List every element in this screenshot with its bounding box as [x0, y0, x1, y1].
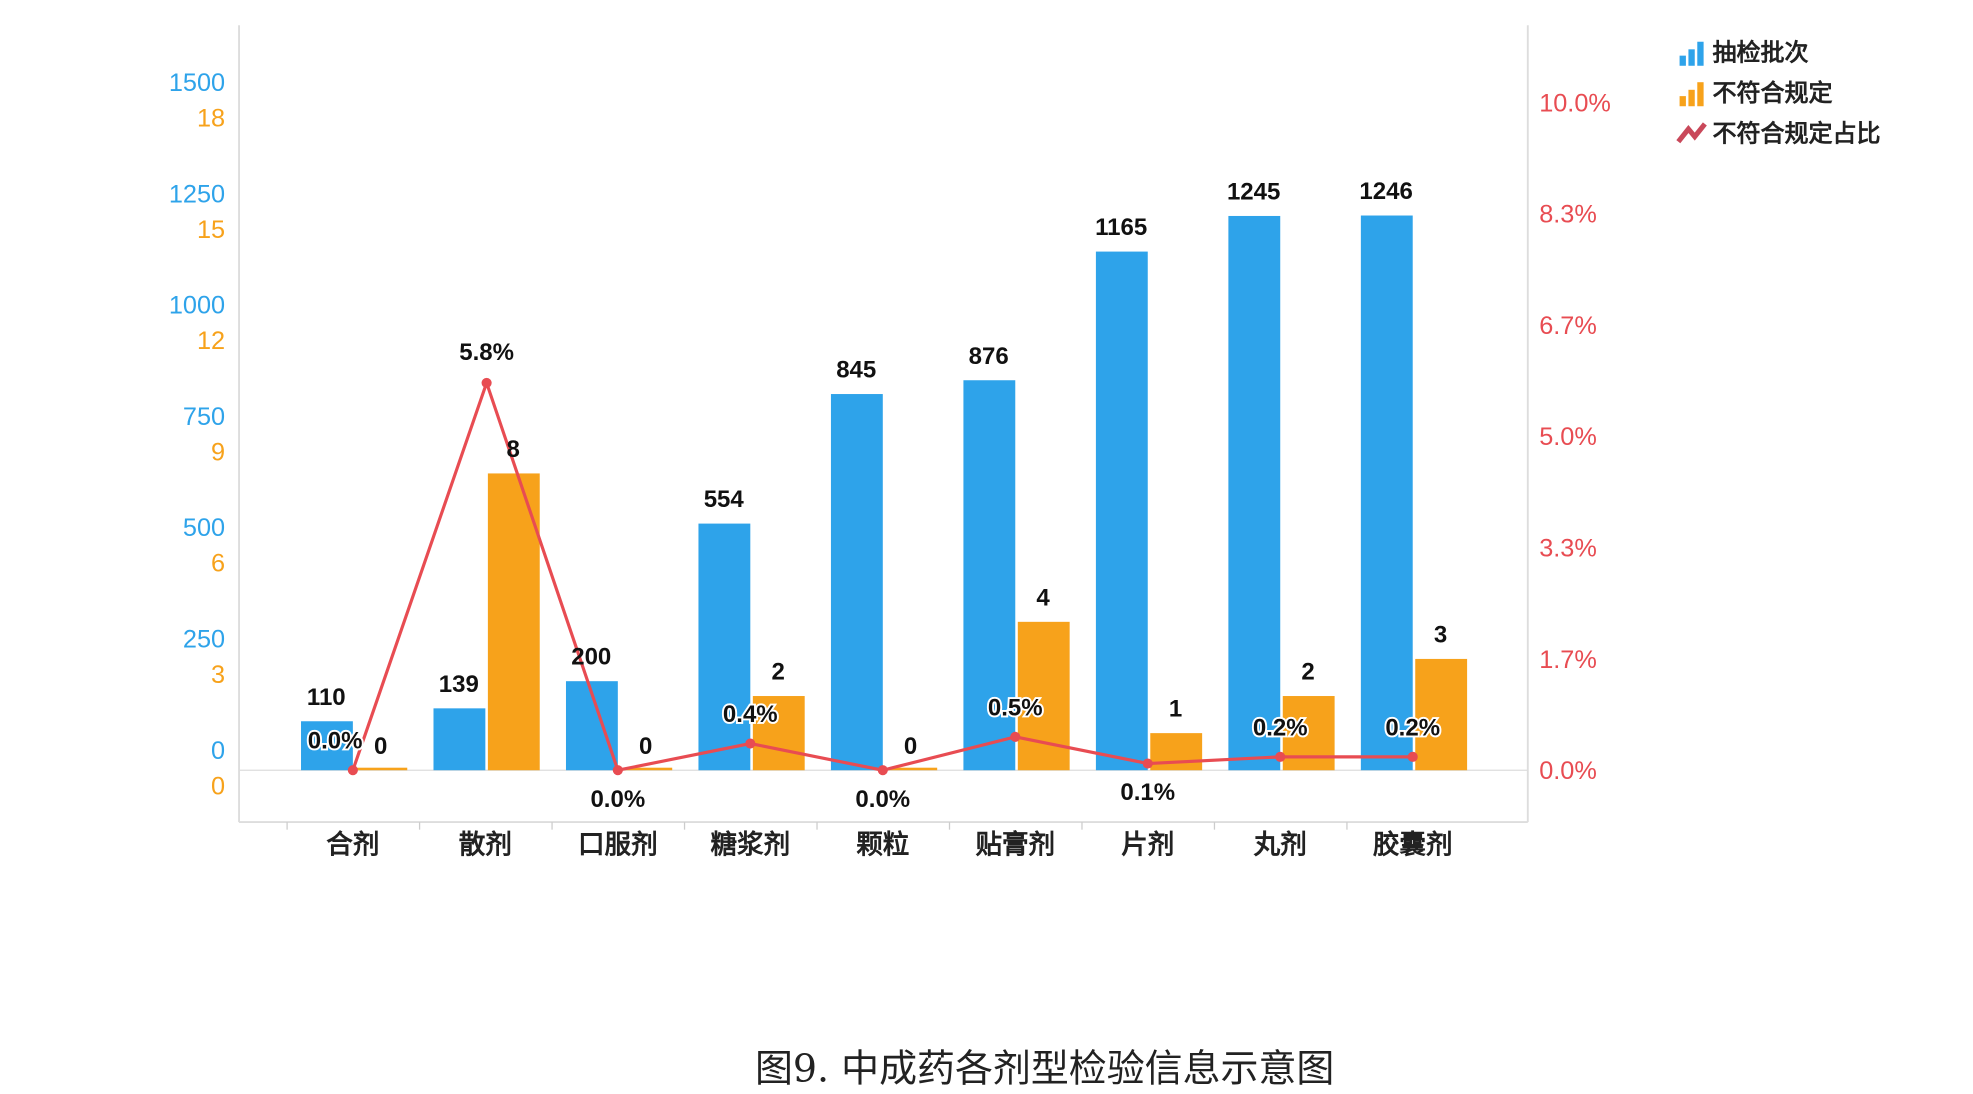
- data-label-ratio: 5.8%: [459, 339, 514, 366]
- data-label-sampled: 1246: [1359, 178, 1412, 205]
- data-label-noncompliant: 0: [639, 733, 652, 760]
- data-label-sampled: 554: [704, 486, 745, 513]
- y-left-secondary-tick: 15: [197, 216, 225, 244]
- y-left-primary-tick: 1000: [169, 292, 225, 320]
- data-label-noncompliant: 3: [1434, 621, 1447, 648]
- line-point: [1142, 758, 1153, 769]
- y-right-tick: 6.7%: [1539, 312, 1597, 340]
- bar-sampled-batches: [698, 523, 751, 771]
- legend-bar-blue-icon: [1688, 49, 1695, 66]
- chart-caption: 图9. 中成药各剂型检验信息示意图: [755, 1046, 1334, 1090]
- x-tick-label: 糖浆剂: [710, 830, 790, 861]
- data-label-sampled: 200: [571, 644, 611, 671]
- line-point: [612, 765, 623, 776]
- data-label-noncompliant: 0: [374, 733, 387, 760]
- data-label-ratio: 0.2%: [1253, 714, 1308, 741]
- y-left-secondary-tick: 18: [197, 104, 225, 132]
- data-label-ratio: 0.0%: [855, 786, 910, 813]
- y-left-primary-tick: 0: [211, 737, 225, 765]
- data-label-noncompliant: 2: [771, 659, 784, 686]
- legend-label: 抽检批次: [1712, 38, 1808, 67]
- x-tick-label: 散剂: [459, 830, 512, 861]
- legend-label: 不符合规定: [1712, 78, 1832, 107]
- y-left-primary-tick: 250: [183, 626, 225, 654]
- data-label-ratio: 0.2%: [1385, 714, 1440, 741]
- y-left-primary-tick: 1500: [169, 69, 225, 97]
- y-right-tick: 5.0%: [1539, 423, 1597, 451]
- data-label-sampled: 1165: [1095, 214, 1147, 241]
- x-tick-label: 颗粒: [856, 830, 909, 861]
- data-label-noncompliant: 1: [1169, 696, 1182, 723]
- legend-label: 不符合规定占比: [1712, 119, 1880, 148]
- x-tick-label: 贴膏剂: [975, 830, 1055, 861]
- line-point: [347, 765, 358, 776]
- x-tick-label: 片剂: [1121, 830, 1174, 861]
- y-right-tick: 0.0%: [1539, 757, 1597, 785]
- legend-bar-blue-icon: [1697, 41, 1704, 66]
- bar-sampled-batches: [433, 708, 486, 771]
- y-right-tick: 8.3%: [1539, 201, 1597, 229]
- y-left-primary-tick: 750: [183, 403, 225, 431]
- legend-line-icon: [1676, 122, 1707, 144]
- legend-bar-orange-icon: [1697, 82, 1704, 107]
- x-tick-label: 丸剂: [1253, 830, 1307, 861]
- data-label-noncompliant: 0: [904, 733, 917, 760]
- x-tick-label: 合剂: [326, 830, 379, 861]
- line-point: [481, 377, 492, 388]
- y-right-tick: 10.0%: [1539, 89, 1611, 117]
- x-tick-label: 口服剂: [578, 830, 658, 861]
- line-point: [1010, 731, 1021, 742]
- data-label-ratio: 0.0%: [590, 786, 645, 813]
- line-point: [877, 765, 888, 776]
- bar-noncompliant: [1150, 733, 1203, 771]
- bar-noncompliant: [1415, 658, 1468, 771]
- y-left-secondary-tick: 12: [197, 327, 225, 355]
- data-label-ratio: 0.0%: [308, 728, 363, 755]
- line-point: [745, 738, 756, 749]
- bar-noncompliant: [885, 767, 938, 771]
- bar-sampled-batches: [830, 394, 883, 771]
- bar-noncompliant: [487, 473, 540, 771]
- data-label-sampled: 1245: [1227, 179, 1280, 206]
- data-label-ratio: 0.4%: [723, 701, 778, 728]
- data-label-sampled: 110: [307, 684, 346, 711]
- bar-sampled-batches: [1228, 215, 1281, 771]
- y-left-secondary-tick: 3: [211, 661, 225, 689]
- data-label-sampled: 876: [969, 343, 1009, 370]
- legend-bar-blue-icon: [1679, 55, 1686, 66]
- y-left-secondary-tick: 6: [211, 550, 225, 578]
- bar-sampled-batches: [1095, 251, 1148, 771]
- bar-sampled-batches: [301, 721, 353, 771]
- bar-noncompliant: [620, 767, 673, 771]
- legend-bar-orange-icon: [1688, 89, 1695, 107]
- bar-noncompliant: [355, 767, 408, 771]
- data-label-noncompliant: 4: [1036, 584, 1050, 611]
- bar-noncompliant: [752, 696, 805, 771]
- line-point: [1407, 751, 1418, 762]
- data-label-noncompliant: 8: [506, 436, 519, 463]
- bar-sampled-batches: [963, 380, 1016, 771]
- x-tick-label: 胶囊剂: [1373, 830, 1453, 861]
- data-label-ratio: 0.5%: [988, 694, 1043, 721]
- line-point: [1275, 751, 1286, 762]
- y-left-secondary-tick: 0: [211, 772, 225, 800]
- y-right-tick: 1.7%: [1539, 646, 1597, 674]
- data-label-noncompliant: 2: [1301, 659, 1314, 686]
- bar-sampled-batches: [1360, 215, 1413, 771]
- y-left-primary-tick: 500: [183, 514, 225, 542]
- data-label-sampled: 139: [439, 671, 479, 698]
- y-right-tick: 3.3%: [1539, 534, 1597, 562]
- data-label-sampled: 845: [836, 357, 876, 384]
- y-left-secondary-tick: 9: [211, 438, 225, 466]
- legend-bar-orange-icon: [1679, 96, 1686, 107]
- y-left-primary-tick: 1250: [169, 180, 225, 208]
- data-label-ratio: 0.1%: [1120, 779, 1175, 806]
